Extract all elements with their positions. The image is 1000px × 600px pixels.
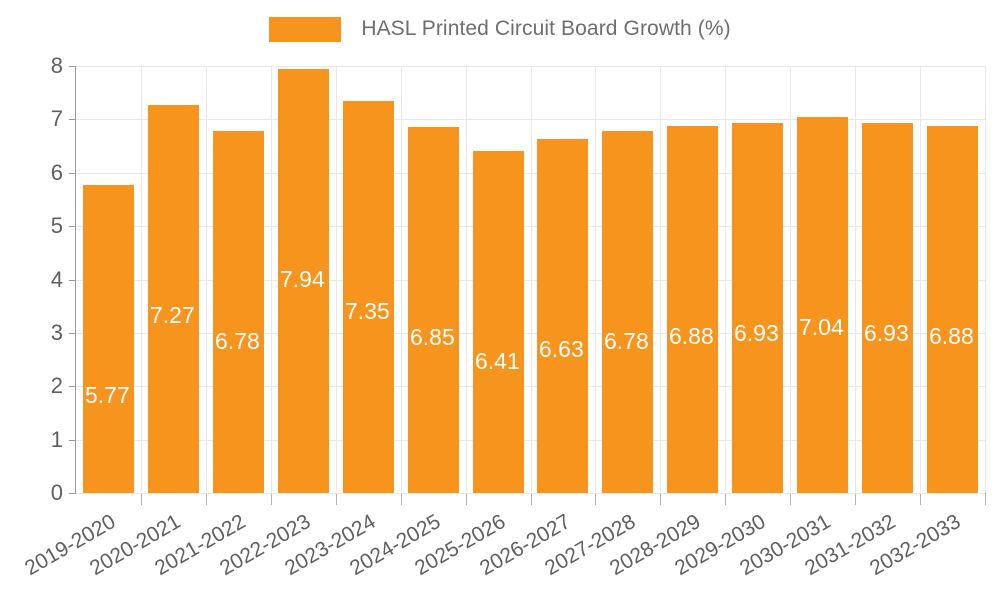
bar[interactable] xyxy=(278,69,329,493)
y-axis-tick-mark xyxy=(69,493,76,494)
x-axis-tick-mark xyxy=(725,494,726,505)
x-axis-tick-mark xyxy=(660,494,661,505)
gridline-vertical xyxy=(660,66,661,493)
x-axis-tick-mark xyxy=(985,494,986,505)
gridline-vertical xyxy=(725,66,726,493)
bar[interactable] xyxy=(473,150,524,493)
gridline-vertical xyxy=(595,66,596,493)
y-axis-tick-mark xyxy=(69,386,76,388)
bar[interactable] xyxy=(148,104,199,493)
y-axis-tick-label: 2 xyxy=(50,373,63,399)
gridline-horizontal xyxy=(76,119,985,121)
gridline-vertical xyxy=(790,66,791,493)
x-axis-tick-mark xyxy=(401,494,402,505)
y-axis-tick-label: 3 xyxy=(50,319,63,345)
gridline-vertical xyxy=(466,66,467,493)
bar[interactable] xyxy=(343,100,394,493)
chart-legend: HASL Printed Circuit Board Growth (%) xyxy=(0,12,1000,46)
gridline-horizontal xyxy=(76,439,985,441)
gridline-horizontal xyxy=(76,279,985,281)
bar[interactable] xyxy=(927,125,978,493)
legend-color-swatch xyxy=(269,16,342,42)
bar[interactable] xyxy=(732,123,783,493)
x-axis-tick-mark xyxy=(920,494,921,505)
x-axis-tick-mark xyxy=(206,494,207,505)
y-axis-tick-mark xyxy=(69,439,76,441)
x-axis-tick-mark xyxy=(141,494,142,505)
y-axis-tick-label: 5 xyxy=(50,213,63,239)
y-axis-tick-label: 4 xyxy=(50,266,63,292)
x-axis-tick-mark xyxy=(855,494,856,505)
bar[interactable] xyxy=(408,127,459,493)
y-axis-tick-mark xyxy=(69,66,76,67)
bar[interactable] xyxy=(797,117,848,493)
y-axis-tick-mark xyxy=(69,332,76,334)
x-axis-tick-mark xyxy=(466,494,467,505)
bar[interactable] xyxy=(537,139,588,493)
gridline-horizontal xyxy=(76,226,985,228)
gridline-vertical xyxy=(206,66,207,493)
y-axis-tick-mark xyxy=(69,226,76,228)
bar[interactable] xyxy=(862,123,913,493)
x-axis-tick-mark xyxy=(271,494,272,505)
x-axis-tick-mark xyxy=(790,494,791,505)
bar[interactable] xyxy=(602,131,653,493)
bar[interactable] xyxy=(83,185,134,493)
x-axis-tick-mark xyxy=(595,494,596,505)
y-axis-tick-mark xyxy=(69,172,76,174)
gridline-horizontal xyxy=(76,66,985,67)
y-axis-tick-label: 1 xyxy=(50,426,63,452)
gridline-vertical xyxy=(336,66,337,493)
gridline-horizontal xyxy=(76,172,985,174)
gridline-vertical xyxy=(401,66,402,493)
gridline-vertical xyxy=(985,66,986,493)
gridline-vertical xyxy=(531,66,532,493)
y-axis-tick-label: 8 xyxy=(50,53,63,78)
gridline-horizontal xyxy=(76,332,985,334)
y-axis-tick-mark xyxy=(69,119,76,121)
plot-area: 5.77 7.27 6.78 7.94 7.35 6.85 6.41 6.63 6.78 6.88… xyxy=(76,66,986,494)
x-axis-tick-mark xyxy=(531,494,532,505)
x-axis-tick-mark xyxy=(336,494,337,505)
y-axis-labels: 0 1 2 3 4 5 6 7 8 xyxy=(0,0,63,600)
gridline-vertical xyxy=(141,66,142,493)
legend-label: HASL Printed Circuit Board Growth (%) xyxy=(361,17,731,40)
bar[interactable] xyxy=(667,125,718,493)
gridline-horizontal xyxy=(76,493,985,494)
gridline-vertical xyxy=(920,66,921,493)
bar[interactable] xyxy=(213,131,264,493)
gridline-vertical xyxy=(271,66,272,493)
y-axis-tick-label: 7 xyxy=(50,106,63,132)
gridline-vertical xyxy=(855,66,856,493)
gridline-horizontal xyxy=(76,386,985,388)
y-axis-tick-label: 6 xyxy=(50,159,63,185)
y-axis-tick-mark xyxy=(69,279,76,281)
y-axis-tick-label: 0 xyxy=(50,480,63,505)
